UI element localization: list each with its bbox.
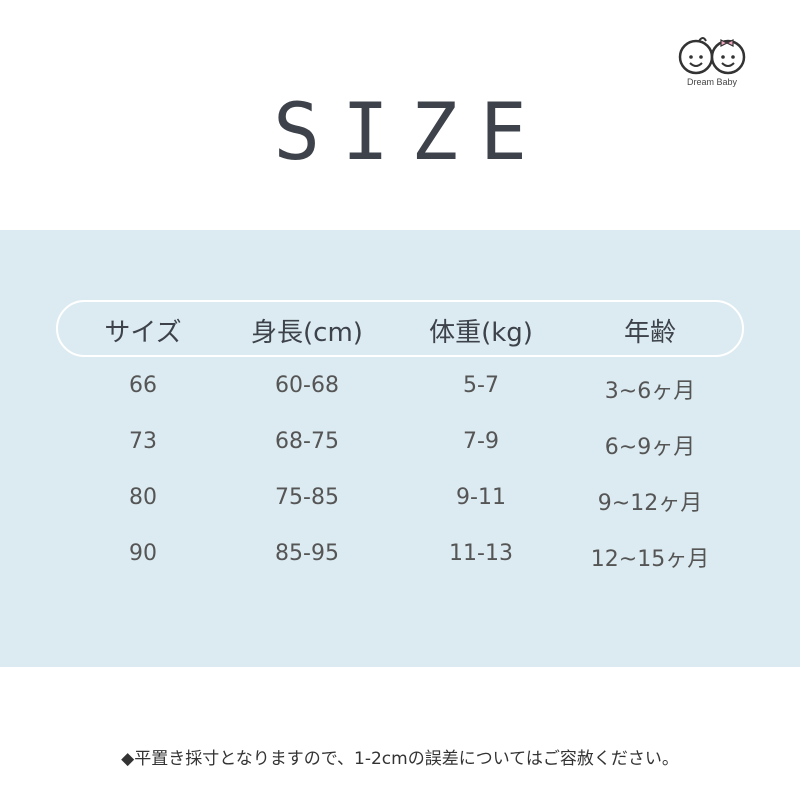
table-header-pill [56, 300, 744, 357]
column-header: 年齢 [623, 318, 676, 348]
measurement-note: ◆平置き採寸となりますので、1-2cmの誤差についてはご容赦ください。 [121, 749, 679, 769]
table-cell: 12~15ヶ月 [590, 547, 710, 572]
column-header: 体重(kg) [429, 318, 533, 348]
table-cell: 66 [129, 373, 157, 398]
column-header: サイズ [104, 318, 182, 348]
table-cell: 60-68 [275, 373, 339, 398]
table-cell: 5-7 [463, 373, 499, 398]
table-cell: 11-13 [449, 541, 513, 566]
table-cell: 90 [129, 541, 157, 566]
table-cell: 80 [129, 485, 157, 510]
table-cell: 73 [129, 429, 157, 454]
table-cell: 6~9ヶ月 [604, 435, 696, 460]
table-cell: 68-75 [275, 429, 339, 454]
brand-logo: Dream Baby [676, 34, 748, 94]
baby-faces-icon [678, 37, 746, 75]
page-title: SIZE [273, 88, 549, 178]
size-table-background [0, 230, 800, 667]
table-cell: 9-11 [456, 485, 506, 510]
table-cell: 85-95 [275, 541, 339, 566]
table-cell: 75-85 [275, 485, 339, 510]
logo-text: Dream Baby [686, 77, 738, 87]
table-cell: 9~12ヶ月 [597, 491, 703, 516]
table-cell: 7-9 [463, 429, 499, 454]
table-cell: 3~6ヶ月 [604, 379, 696, 404]
column-header: 身長(cm) [251, 318, 363, 348]
